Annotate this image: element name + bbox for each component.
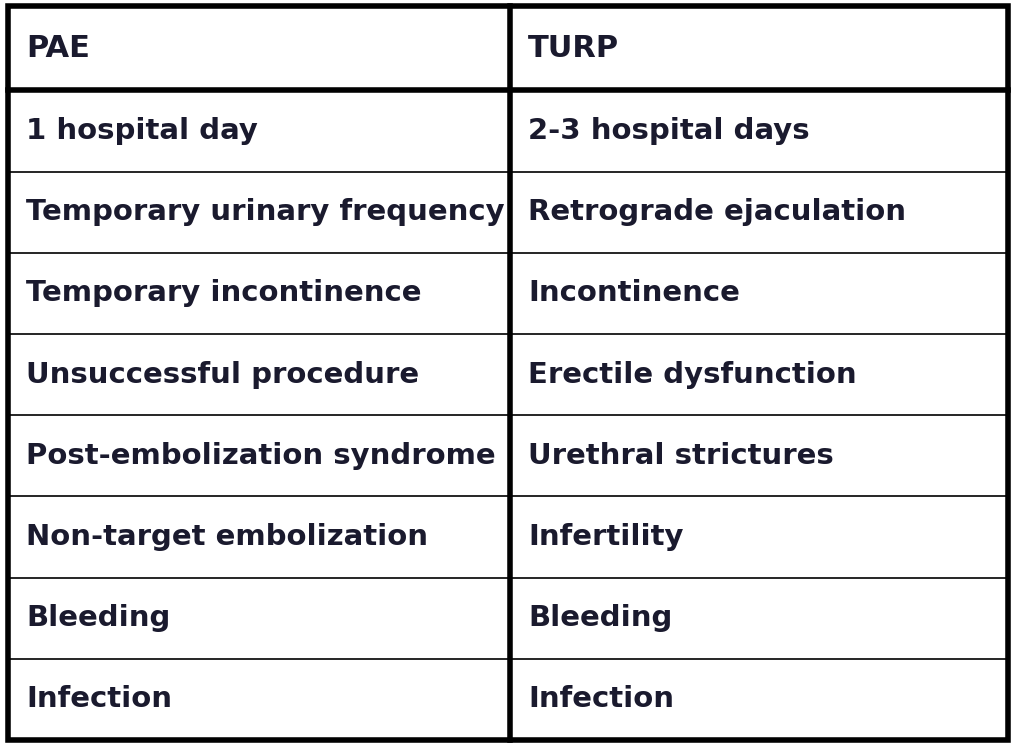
Text: Non-target embolization: Non-target embolization	[26, 523, 429, 551]
Text: PAE: PAE	[26, 34, 90, 63]
Text: Bleeding: Bleeding	[26, 604, 171, 632]
Text: 2-3 hospital days: 2-3 hospital days	[528, 117, 810, 145]
Text: Urethral strictures: Urethral strictures	[528, 442, 834, 470]
Text: Unsuccessful procedure: Unsuccessful procedure	[26, 360, 420, 389]
Text: Temporary incontinence: Temporary incontinence	[26, 280, 422, 307]
Text: 1 hospital day: 1 hospital day	[26, 117, 258, 145]
Text: Infection: Infection	[528, 686, 675, 713]
Text: TURP: TURP	[528, 34, 620, 63]
Text: Retrograde ejaculation: Retrograde ejaculation	[528, 198, 906, 226]
Text: Bleeding: Bleeding	[528, 604, 673, 632]
Text: Infertility: Infertility	[528, 523, 684, 551]
Text: Infection: Infection	[26, 686, 173, 713]
Text: Temporary urinary frequency: Temporary urinary frequency	[26, 198, 505, 226]
Text: Erectile dysfunction: Erectile dysfunction	[528, 360, 856, 389]
Text: Post-embolization syndrome: Post-embolization syndrome	[26, 442, 496, 470]
Text: Incontinence: Incontinence	[528, 280, 741, 307]
